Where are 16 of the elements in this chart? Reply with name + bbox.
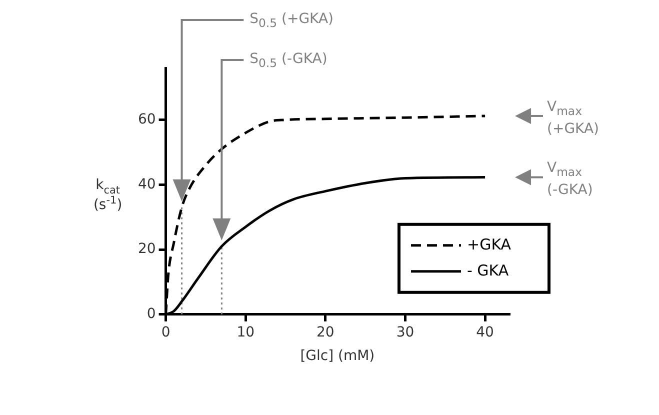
x-tick-label: 20 <box>316 324 334 340</box>
x-tick-label: 0 <box>161 324 170 340</box>
y-tick-label: 60 <box>138 112 156 128</box>
x-axis-title: [Glc] (mM) <box>300 348 375 364</box>
y-tick-label: 40 <box>138 176 156 192</box>
text: V$_{max}$ (-GKA) <box>547 159 593 200</box>
x-tick-label: 30 <box>396 324 414 340</box>
x-tick-label: 10 <box>236 324 255 340</box>
text: V$_{max}$ (+GKA) <box>547 98 600 138</box>
legend-label: +GKA <box>467 235 512 254</box>
y-tick-label: 20 <box>138 241 156 258</box>
annotation: S$_{0.5}$ (-GKA) <box>250 50 328 72</box>
text: S$_{0.5}$ (+GKA) <box>250 10 334 32</box>
y-tick-label: 0 <box>146 306 156 322</box>
legend-label: - GKA <box>467 261 510 280</box>
x-tick-label: 40 <box>476 324 494 340</box>
